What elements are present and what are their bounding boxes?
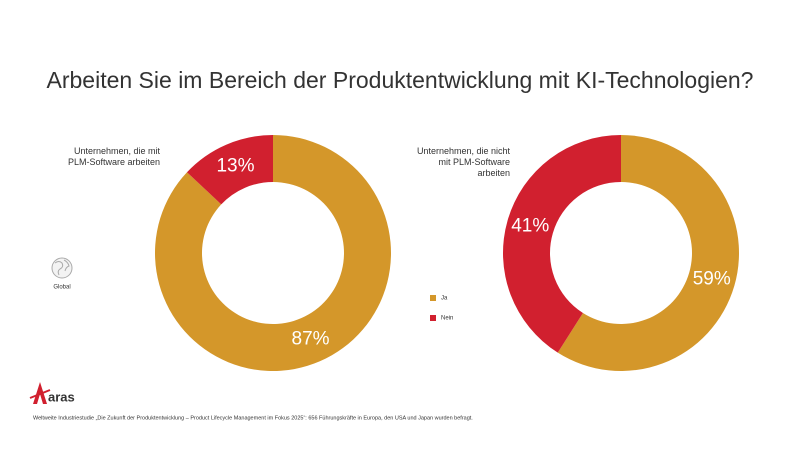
legend-label: Nein (441, 316, 453, 322)
chart-subtitle: Unternehmen, die nicht mit PLM-Software … (416, 146, 510, 178)
region-label: Global (53, 285, 70, 291)
value-label: 13% (216, 155, 254, 176)
value-label: 41% (511, 216, 549, 237)
logo-text: aras (48, 389, 75, 404)
logo (29, 382, 51, 404)
title: Arbeiten Sie im Bereich der Produktentwi… (47, 67, 754, 93)
legend-label: Ja (441, 296, 448, 302)
value-label: 59% (693, 268, 731, 289)
footnote: Weltweite Industriestudie „Die Zukunft d… (33, 415, 473, 421)
donut-segment (557, 135, 739, 371)
value-label: 87% (292, 329, 330, 350)
legend-swatch (430, 315, 436, 321)
donut-segment (186, 135, 273, 205)
chart-subtitle: Unternehmen, die mit PLM-Software arbeit… (67, 146, 160, 167)
donut-segment (502, 135, 621, 353)
legend-swatch (430, 295, 436, 301)
globe-icon (51, 257, 73, 279)
donut-segment (155, 135, 391, 372)
